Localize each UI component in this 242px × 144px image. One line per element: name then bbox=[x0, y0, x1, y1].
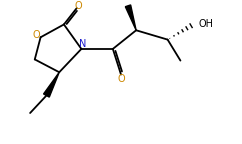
Text: OH: OH bbox=[198, 19, 213, 30]
Polygon shape bbox=[44, 72, 59, 97]
Polygon shape bbox=[125, 5, 136, 30]
Text: O: O bbox=[117, 74, 125, 84]
Text: O: O bbox=[33, 30, 40, 40]
Text: N: N bbox=[79, 39, 86, 49]
Text: O: O bbox=[75, 1, 82, 11]
